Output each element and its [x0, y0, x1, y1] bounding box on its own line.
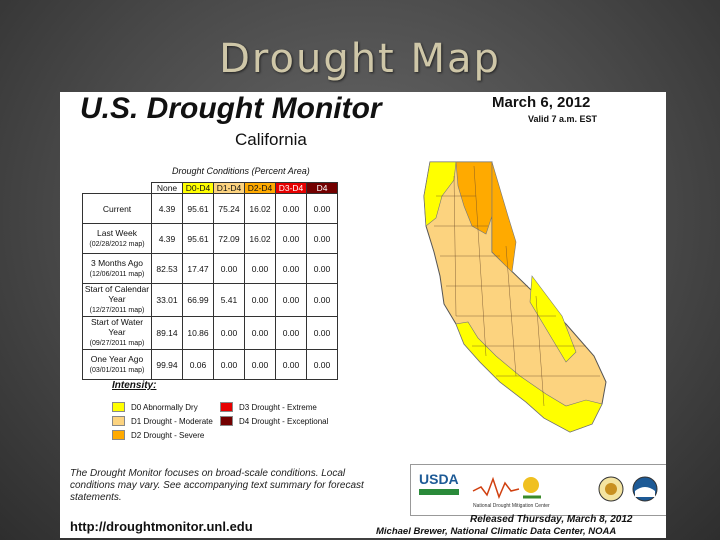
table-row: Start of Water Year (09/27/2011 map) 89.1…: [82, 316, 338, 350]
d0-mojave: [529, 275, 577, 363]
table-cell: 0.00: [275, 283, 307, 317]
table-row: One Year Ago (03/01/2011 map) 99.94 0.06 …: [82, 349, 338, 380]
row-label: Start of Calendar Year (12/27/2011 map): [82, 283, 152, 317]
table-cell: 4.39: [151, 193, 183, 224]
author-credit: Michael Brewer, National Climatic Data C…: [376, 526, 617, 537]
table-cell: 10.86: [182, 316, 214, 350]
drought-conditions-table: None D0-D4 D1-D4 D2-D4 D3-D4 D4 Current …: [82, 182, 338, 380]
usda-logo-mark: [419, 489, 459, 495]
legend-item-d4: D4 Drought - Exceptional: [220, 416, 328, 426]
legend-swatch: [112, 402, 125, 412]
d0-south-coast: [455, 321, 603, 433]
legend-item-d2: D2 Drought - Severe: [112, 430, 204, 440]
d2-eastern-sierra: [491, 161, 517, 273]
intensity-title: Intensity:: [112, 380, 157, 391]
table-cell: 0.00: [244, 349, 276, 380]
header-none: None: [151, 182, 183, 194]
table-cell: 72.09: [213, 223, 245, 254]
table-cell: 16.02: [244, 223, 276, 254]
legend-item-d0: D0 Abnormally Dry: [112, 402, 198, 412]
drought-monitor-url[interactable]: http://droughtmonitor.unl.edu: [70, 519, 253, 534]
header-d2-d4: D2-D4: [244, 182, 276, 194]
d0-north-coast: [423, 161, 457, 227]
table-cell: 0.00: [275, 349, 307, 380]
legend-swatch: [112, 416, 125, 426]
ndmc-logo: National Drought Mitigation Center: [472, 476, 550, 509]
released-date: Released Thursday, March 8, 2012: [470, 514, 633, 525]
drought-map-panel: U.S. Drought Monitor California March 6,…: [60, 92, 666, 538]
table-cell: 75.24: [213, 193, 245, 224]
table-cell: 4.39: [151, 223, 183, 254]
table-cell: 0.00: [275, 193, 307, 224]
table-cell: 0.00: [306, 193, 338, 224]
row-label: Last Week (02/28/2012 map): [82, 223, 152, 254]
header-d3-d4: D3-D4: [275, 182, 307, 194]
table-cell: 99.94: [151, 349, 183, 380]
table-cell: 95.61: [182, 223, 214, 254]
table-cell: 0.00: [306, 349, 338, 380]
table-cell: 0.00: [306, 283, 338, 317]
legend-swatch: [112, 430, 125, 440]
table-cell: 33.01: [151, 283, 183, 317]
legend-item-d3: D3 Drought - Extreme: [220, 402, 317, 412]
table-cell: 0.00: [244, 283, 276, 317]
table-cell: 0.00: [244, 316, 276, 350]
table-cell: 0.00: [244, 253, 276, 284]
table-cell: 66.99: [182, 283, 214, 317]
table-cell: 0.00: [306, 316, 338, 350]
table-cell: 5.41: [213, 283, 245, 317]
usda-logo: USDA: [419, 471, 459, 487]
row-label: Current: [82, 193, 152, 224]
table-cell: 0.00: [213, 316, 245, 350]
table-row: Current 4.39 95.61 75.24 16.02 0.00 0.00: [82, 193, 338, 224]
table-row: 3 Months Ago (12/06/2011 map) 82.53 17.47…: [82, 253, 338, 284]
row-label: 3 Months Ago (12/06/2011 map): [82, 253, 152, 284]
svg-text:National Drought Mitigation Ce: National Drought Mitigation Center: [473, 503, 550, 509]
map-title: U.S. Drought Monitor: [80, 92, 382, 125]
table-caption: Drought Conditions (Percent Area): [172, 166, 310, 176]
table-cell: 17.47: [182, 253, 214, 284]
table-cell: 95.61: [182, 193, 214, 224]
row-label: One Year Ago (03/01/2011 map): [82, 349, 152, 380]
legend-item-d1: D1 Drought - Moderate: [112, 416, 213, 426]
doc-seal-icon: [598, 476, 624, 502]
table-cell: 0.00: [306, 253, 338, 284]
header-d4: D4: [306, 182, 338, 194]
map-note: The Drought Monitor focuses on broad-sca…: [70, 468, 364, 503]
header-d1-d4: D1-D4: [213, 182, 245, 194]
table-row: Start of Calendar Year (12/27/2011 map) 3…: [82, 283, 338, 317]
table-cell: 0.00: [213, 349, 245, 380]
county-lines: [434, 165, 600, 407]
table-cell: 0.00: [275, 316, 307, 350]
legend-swatch: [220, 416, 233, 426]
table-cell: 89.14: [151, 316, 183, 350]
logo-strip: USDA National Drought Mitigation Center: [410, 464, 666, 516]
table-cell: 0.06: [182, 349, 214, 380]
table-cell: 16.02: [244, 193, 276, 224]
row-label: Start of Water Year (09/27/2011 map): [82, 316, 152, 350]
table-header-row: None D0-D4 D1-D4 D2-D4 D3-D4 D4: [83, 182, 338, 194]
slide-title: Drought Map: [219, 36, 501, 82]
state-name: California: [235, 130, 307, 149]
table-cell: 0.00: [213, 253, 245, 284]
noaa-logo-icon: [632, 476, 658, 502]
california-drought-map: [423, 161, 607, 433]
table-cell: 0.00: [275, 253, 307, 284]
table-cell: 0.00: [306, 223, 338, 254]
map-date: March 6, 2012: [492, 94, 591, 111]
valid-time: Valid 7 a.m. EST: [528, 114, 598, 124]
header-d0-d4: D0-D4: [182, 182, 214, 194]
table-cell: 0.00: [275, 223, 307, 254]
table-row: Last Week (02/28/2012 map) 4.39 95.61 72.…: [82, 223, 338, 254]
table-cell: 82.53: [151, 253, 183, 284]
legend-swatch: [220, 402, 233, 412]
